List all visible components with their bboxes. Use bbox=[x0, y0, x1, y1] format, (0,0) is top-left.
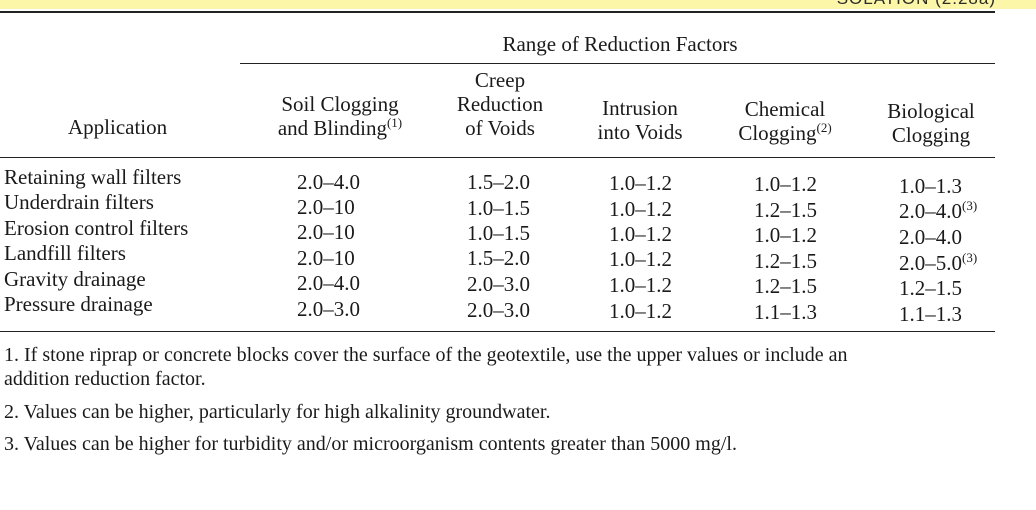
table-cell: 2.0–3.0 bbox=[467, 272, 530, 296]
column-header-line: Soil Clogging bbox=[281, 92, 399, 116]
column-header-line: Chemical bbox=[744, 97, 826, 121]
header-rule bbox=[0, 157, 995, 158]
footnote-1: 1. If stone riprap or concrete blocks co… bbox=[4, 343, 999, 391]
column-header-line: Intrusion bbox=[602, 96, 678, 120]
column-header-line: Clogging(2) bbox=[720, 121, 850, 145]
table-cell: 2.0–4.0(3) bbox=[899, 199, 977, 223]
table-cell: 1.0–1.2 bbox=[609, 222, 672, 246]
table-cell: 2.0–4.0 bbox=[899, 225, 962, 249]
column-header-line-text: and Blinding bbox=[277, 116, 387, 140]
table-cell: 1.0–1.5 bbox=[467, 221, 530, 245]
column-header-intrusion: Intrusion into Voids bbox=[580, 96, 700, 144]
footnote-marker: (1) bbox=[386, 115, 403, 130]
table-cell: 2.0–5.0(3) bbox=[899, 251, 977, 275]
table-cell: 1.5–2.0 bbox=[467, 246, 530, 270]
table-cell: 1.2–1.5 bbox=[754, 249, 817, 273]
table-cell: 1.2–1.5 bbox=[754, 198, 817, 222]
table-cell: 1.2–1.5 bbox=[899, 276, 962, 300]
table-cell: 1.2–1.5 bbox=[754, 274, 817, 298]
table-cell: 1.0–1.2 bbox=[609, 299, 672, 323]
column-header-line: Reduction bbox=[456, 92, 544, 116]
table-top-rule bbox=[0, 11, 995, 13]
table-cell-value: 2.0–4.0 bbox=[899, 199, 962, 223]
application-column-header: Application bbox=[68, 115, 168, 139]
footnote-2: 2. Values can be higher, particularly fo… bbox=[4, 400, 999, 424]
footnote-3: 3. Values can be higher for turbidity an… bbox=[4, 432, 999, 456]
table-cell: 1.1–1.3 bbox=[899, 302, 962, 326]
table-cell-value: 1.1–1.3 bbox=[899, 302, 962, 326]
table-cell: 2.0–10 bbox=[297, 220, 355, 244]
table-cell: 2.0–4.0 bbox=[297, 271, 360, 295]
table-cell-value: 2.0–4.0 bbox=[899, 225, 962, 249]
table-cell: 2.0–10 bbox=[297, 246, 355, 270]
column-header-line: Biological bbox=[887, 99, 975, 123]
column-header-line: Creep bbox=[474, 68, 526, 92]
table-cell: 1.0–1.2 bbox=[609, 171, 672, 195]
table-cell: 1.0–1.5 bbox=[467, 196, 530, 220]
footnote-marker: (3) bbox=[962, 198, 978, 213]
table-cell-value: 2.0–5.0 bbox=[899, 251, 962, 275]
table-cell: 1.0–1.2 bbox=[609, 197, 672, 221]
column-header-line: into Voids bbox=[597, 120, 683, 144]
column-header-line: of Voids bbox=[465, 116, 535, 140]
table-cell: 1.0–1.2 bbox=[609, 247, 672, 271]
row-application-label: Landfill filters bbox=[4, 241, 126, 265]
group-header: Range of Reduction Factors bbox=[502, 32, 738, 56]
table-cell: 1.1–1.3 bbox=[754, 300, 817, 324]
column-header-line-text: Clogging bbox=[738, 121, 817, 145]
row-application-label: Gravity drainage bbox=[4, 267, 146, 291]
page-heading-fragment: SOLATION (2.28a) bbox=[837, 0, 996, 9]
table-cell-value: 1.0–1.3 bbox=[899, 174, 962, 198]
table-cell: 1.0–1.3 bbox=[899, 174, 962, 198]
footnote-marker: (3) bbox=[962, 250, 978, 265]
column-header-creep-reduction: Creep Reduction of Voids bbox=[440, 68, 560, 140]
row-application-label: Retaining wall filters bbox=[4, 165, 182, 189]
row-application-label: Underdrain filters bbox=[4, 190, 154, 214]
footnote-line: 3. Values can be higher for turbidity an… bbox=[4, 433, 737, 455]
table-cell: 1.0–1.2 bbox=[754, 172, 817, 196]
footnote-line: addition reduction factor. bbox=[4, 368, 206, 390]
table-cell: 1.0–1.2 bbox=[609, 273, 672, 297]
table-bottom-rule bbox=[0, 331, 995, 332]
group-header-rule bbox=[240, 63, 995, 64]
footnote-line: 1. If stone riprap or concrete blocks co… bbox=[4, 344, 848, 366]
column-header-line: and Blinding(1) bbox=[262, 116, 418, 140]
table-cell: 2.0–10 bbox=[297, 195, 355, 219]
table-cell: 1.0–1.2 bbox=[754, 223, 817, 247]
column-header-line: Clogging bbox=[891, 123, 971, 147]
column-header-biological-clogging: Biological Clogging bbox=[866, 99, 996, 147]
table-cell-value: 1.2–1.5 bbox=[899, 276, 962, 300]
column-header-soil-clogging: Soil Clogging and Blinding(1) bbox=[262, 92, 418, 140]
table-cell: 1.5–2.0 bbox=[467, 170, 530, 194]
table-cell: 2.0–4.0 bbox=[297, 170, 360, 194]
row-application-label: Pressure drainage bbox=[4, 292, 153, 316]
footnote-line: 2. Values can be higher, particularly fo… bbox=[4, 401, 551, 423]
row-application-label: Erosion control filters bbox=[4, 216, 189, 240]
column-header-chemical-clogging: Chemical Clogging(2) bbox=[720, 97, 850, 145]
table-cell: 2.0–3.0 bbox=[467, 298, 530, 322]
footnote-marker: (2) bbox=[816, 120, 832, 135]
table-cell: 2.0–3.0 bbox=[297, 297, 360, 321]
highlight-strip: SOLATION (2.28a) bbox=[0, 0, 1036, 9]
